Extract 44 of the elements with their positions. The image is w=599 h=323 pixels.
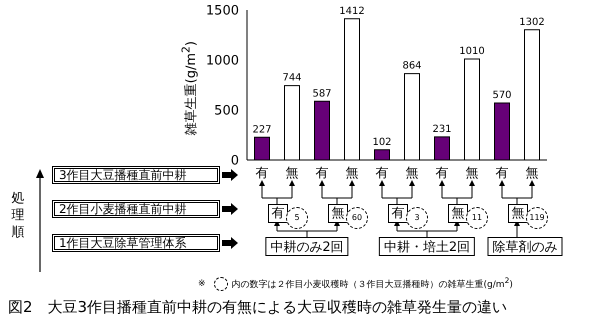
data-label: 227 (252, 124, 272, 136)
x-tick-label: 無 (466, 166, 478, 182)
x-tick-label: 有 (256, 166, 268, 182)
text: 60 (346, 207, 368, 229)
text: 中耕・培土2回 (378, 237, 476, 256)
text: 図2 大豆3作目播種直前中耕の有無による大豆収穫時の雑草発生量の違い (8, 298, 508, 317)
data-label: 587 (312, 88, 332, 100)
y-tick-label: 500 (214, 104, 239, 119)
x-tick-label: 無 (526, 166, 538, 182)
x-tick-label: 無 (286, 166, 298, 182)
text: ※ (198, 278, 206, 288)
text: 除草剤のみ (488, 237, 562, 256)
text: 無 (508, 204, 528, 223)
x-tick-label: 有 (436, 166, 448, 182)
y-tick-label: 1000 (206, 54, 239, 69)
text: 内の数字は２作目小麦収穫時（３作目大豆播種時）の雑草生重(g/m$^{2}$) (232, 276, 513, 291)
text: 5 (286, 207, 308, 229)
text: 3 (406, 207, 428, 229)
text: 1作目大豆除草管理体系 (52, 234, 220, 252)
text: 無 (448, 204, 468, 223)
data-label: 1302 (519, 16, 545, 28)
text: 無 (328, 204, 348, 223)
x-tick-label: 無 (346, 166, 358, 182)
text: 119 (526, 207, 548, 229)
text: 11 (466, 207, 488, 229)
x-tick-label: 無 (406, 166, 418, 182)
text: 3作目大豆播種直前中耕 (52, 166, 220, 184)
data-label: 744 (282, 72, 302, 84)
x-tick-label: 有 (316, 166, 328, 182)
x-tick-label: 有 (376, 166, 388, 182)
data-label: 231 (432, 124, 452, 135)
x-tick-label: 有 (496, 166, 508, 182)
y-tick-label: 0 (230, 154, 239, 169)
text: 有 (268, 204, 288, 223)
data-label: 570 (492, 90, 512, 101)
data-label: 864 (402, 60, 422, 72)
text: 処理順 (10, 190, 26, 241)
data-label: 102 (372, 136, 392, 148)
data-label: 1010 (459, 46, 485, 57)
text: 中耕のみ2回 (265, 237, 349, 256)
data-label: 1412 (339, 6, 365, 17)
y-tick-label: 1500 (206, 4, 239, 19)
text: 有 (388, 204, 408, 223)
text: 2作目小麦播種直前中耕 (52, 200, 220, 218)
